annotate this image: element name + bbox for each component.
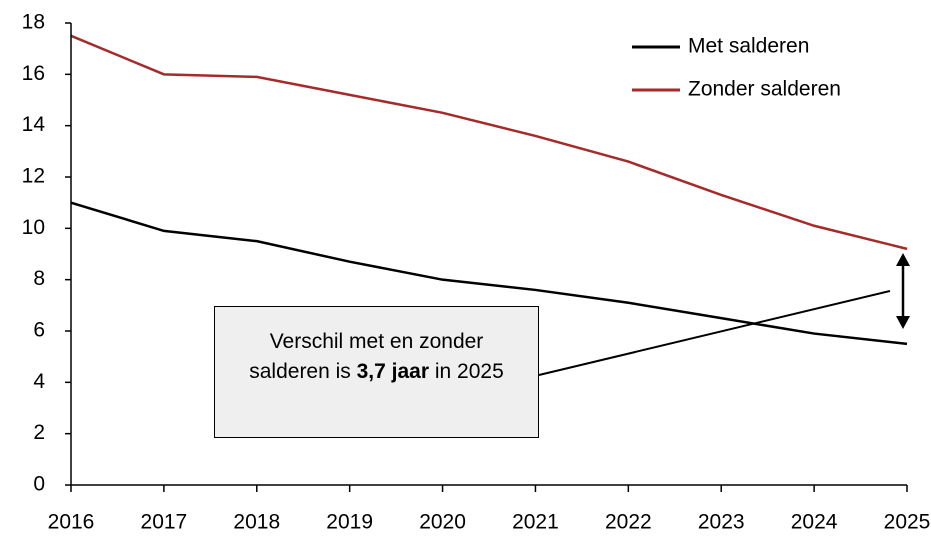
leader-line (538, 290, 891, 376)
y-tick-label: 16 (22, 62, 45, 85)
y-tick-label: 2 (33, 421, 45, 444)
arrow-head (896, 316, 910, 329)
x-tick-label: 2024 (791, 511, 838, 534)
y-tick-label: 6 (33, 319, 45, 342)
x-tick-label: 2025 (884, 511, 931, 534)
x-tick-label: 2022 (605, 511, 652, 534)
y-tick-label: 10 (22, 216, 45, 239)
x-tick-label: 2021 (512, 511, 559, 534)
x-tick-label: 2019 (326, 511, 373, 534)
x-tick-label: 2018 (233, 511, 280, 534)
series-line (70, 201, 908, 346)
annotation: Verschil met en zonder salderen is 3,7 j… (214, 306, 539, 438)
legend-label: Zonder salderen (688, 78, 841, 101)
arrow-head (896, 253, 910, 266)
annotation-text: in 2025 (429, 360, 504, 383)
series-line (70, 34, 908, 251)
x-tick-label: 2016 (48, 511, 95, 534)
legend-label: Met salderen (688, 35, 809, 58)
y-tick-label: 4 (33, 370, 45, 393)
y-tick-label: 12 (22, 165, 45, 188)
y-tick-label: 8 (33, 267, 45, 290)
y-tick-label: 14 (22, 113, 46, 136)
y-tick-label: 18 (22, 11, 45, 34)
y-tick-label: 0 (33, 473, 45, 496)
x-tick-label: 2023 (698, 511, 745, 534)
x-tick-label: 2020 (419, 511, 466, 534)
annotation-bold: 3,7 jaar (356, 360, 430, 383)
x-tick-label: 2017 (141, 511, 188, 534)
annotation-text: Verschil met en zonder salderen is (249, 330, 484, 383)
